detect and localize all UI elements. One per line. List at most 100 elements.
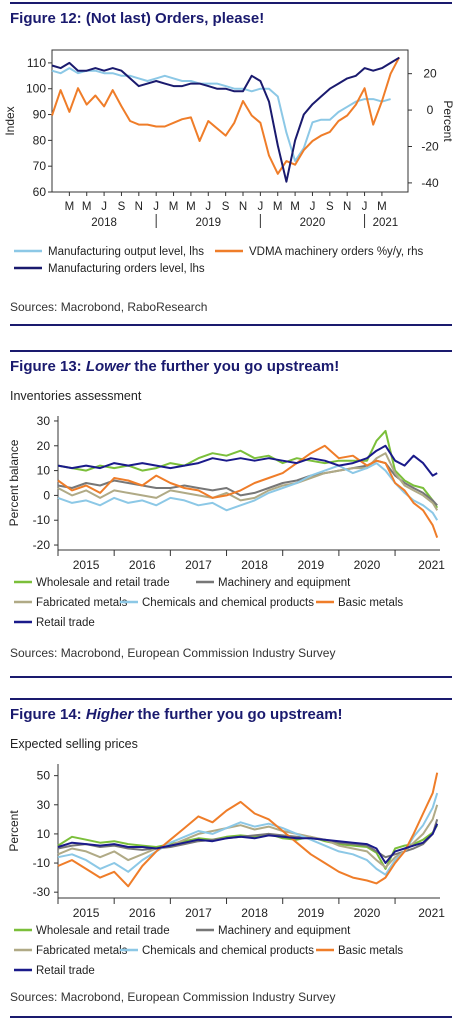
y2-tick-label: -20 — [421, 139, 439, 153]
y2-tick-label: 20 — [423, 67, 437, 81]
plot-frame — [51, 49, 409, 193]
legend-label: Wholesale and retail trade — [36, 577, 170, 589]
y-tick-label: -10 — [33, 513, 51, 527]
y-tick-label: 30 — [37, 414, 51, 428]
series-line-3 — [57, 792, 439, 876]
y2-tick-label: -40 — [421, 176, 439, 190]
figure-12-top-rule — [10, 2, 452, 4]
figure-12-bottom-rule — [10, 324, 452, 326]
legend-label: VDMA machinery orders %y/y, rhs — [249, 246, 424, 258]
x-tick-label: 2021 — [418, 558, 445, 572]
series-line-2 — [57, 452, 439, 511]
series-line-3 — [57, 462, 439, 521]
x-tick-label: S — [222, 201, 230, 213]
x-tick-label: M — [377, 201, 387, 213]
x-tick-label: 2015 — [73, 558, 100, 572]
y-tick-label: 10 — [37, 464, 51, 478]
figure-13-title: Figure 13: Lower the further you go upst… — [10, 358, 340, 375]
series-line-4 — [57, 444, 439, 538]
x-tick-label: M — [273, 201, 283, 213]
x-tick-label: 2018 — [241, 906, 268, 920]
x-tick-label: J — [310, 201, 316, 213]
figure-13-top-rule — [10, 350, 452, 352]
series-line-0 — [57, 429, 439, 509]
x-tick-label: 2021 — [418, 906, 445, 920]
x-tick-label: M — [169, 201, 179, 213]
x-tick-label: N — [239, 201, 247, 213]
x-tick-label: 2015 — [73, 906, 100, 920]
y-tick-label: -10 — [33, 856, 51, 870]
x-tick-label: M — [65, 201, 75, 213]
figure-13-bottom-rule — [10, 676, 452, 678]
x-tick-label: 2020 — [354, 906, 381, 920]
legend-label: Chemicals and chemical products — [142, 597, 314, 609]
x-tick-label: 2016 — [129, 906, 156, 920]
y-tick-label: 50 — [37, 769, 51, 783]
x-tick-label: 2019 — [297, 558, 324, 572]
x-tick-label: J — [101, 201, 107, 213]
y-tick-label: 80 — [33, 133, 47, 147]
x-tick-label: J — [205, 201, 211, 213]
y-tick-label: -30 — [33, 885, 51, 899]
x-tick-label: M — [186, 201, 196, 213]
y2-tick-label: 0 — [427, 103, 434, 117]
x-tick-label: 2019 — [297, 906, 324, 920]
legend-label: Fabricated metals — [36, 597, 128, 609]
figure-12-title: Figure 12: (Not last) Orders, please! — [10, 10, 265, 27]
y-tick-label: 20 — [37, 439, 51, 453]
y-tick-label: 10 — [37, 827, 51, 841]
figure-13-chart: -20 -10 0 10 20 30 Percent balance 2015 2016 2017… — [7, 414, 445, 629]
legend-label: Wholesale and retail trade — [36, 925, 170, 937]
x-tick-label: 2018 — [241, 558, 268, 572]
legend-label: Fabricated metals — [36, 945, 128, 957]
legend-label: Machinery and equipment — [218, 577, 351, 589]
x-tick-label: M — [82, 201, 92, 213]
x-tick-label: N — [343, 201, 351, 213]
y-axis-label: Percent — [7, 810, 21, 852]
y-tick-label: 90 — [33, 108, 47, 122]
x-tick-label: S — [326, 201, 334, 213]
series-line-1 — [57, 819, 439, 859]
x-tick-label: 2017 — [185, 906, 212, 920]
x-tick-label: J — [257, 201, 263, 213]
series-line-5 — [57, 444, 438, 477]
x-tick-label: N — [135, 201, 143, 213]
legend-label: Basic metals — [338, 597, 403, 609]
x-tick-label: 2017 — [185, 558, 212, 572]
figure-14-bottom-rule — [10, 1016, 452, 1018]
series-line-5 — [57, 823, 439, 864]
series-line-4 — [57, 772, 439, 888]
y-tick-label: 100 — [26, 82, 46, 96]
legend-label: Retail trade — [36, 965, 95, 977]
legend-label: Basic metals — [338, 945, 403, 957]
x-tick-label: J — [362, 201, 368, 213]
y-tick-label: 30 — [37, 798, 51, 812]
x-tick-label: S — [118, 201, 126, 213]
figure-12-source: Sources: Macrobond, RaboResearch — [10, 300, 208, 314]
figure-14-subtitle: Expected selling prices — [10, 737, 138, 751]
figure-14-source: Sources: Macrobond, European Commission … — [10, 990, 336, 1004]
series-line-1 — [51, 56, 401, 175]
y-tick-label: 0 — [43, 488, 50, 502]
y-axis-label: Index — [3, 106, 17, 135]
x-tick-label: 2020 — [354, 558, 381, 572]
x-tick-label: 2016 — [129, 558, 156, 572]
figure-14-chart: -30 -10 10 30 50 Percent 2015 2016 2017 2018 2019 2… — [7, 764, 445, 977]
legend-label: Retail trade — [36, 617, 95, 629]
y-tick-label: 110 — [27, 56, 46, 70]
series-line-2 — [51, 56, 400, 183]
y-tick-label: 70 — [33, 159, 47, 173]
series-line-0 — [51, 67, 391, 162]
figure-14-top-rule — [10, 698, 452, 700]
y2-axis-label: Percent — [441, 100, 455, 142]
legend-label: Machinery and equipment — [218, 925, 351, 937]
legend-label: Manufacturing orders level, lhs — [48, 263, 205, 275]
year-label: 2020 — [300, 217, 326, 229]
year-label: 2019 — [195, 217, 221, 229]
figure-13-source: Sources: Macrobond, European Commission … — [10, 646, 336, 660]
legend-label: Manufacturing output level, lhs — [48, 246, 204, 258]
y-tick-label: -20 — [33, 538, 51, 552]
figure-14-title: Figure 14: Higher the further you go ups… — [10, 706, 343, 723]
x-tick-label: J — [153, 201, 159, 213]
